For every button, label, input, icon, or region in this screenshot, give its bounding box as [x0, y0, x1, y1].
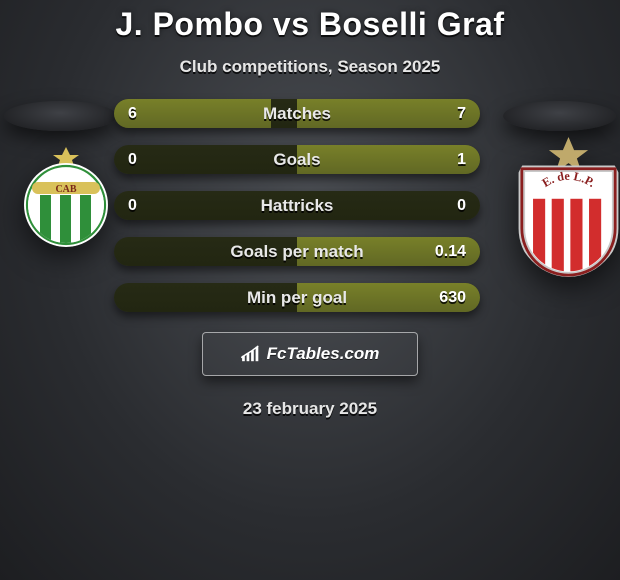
stat-value-right: 0.14	[435, 237, 466, 266]
club-a-letters: CAB	[55, 184, 76, 195]
stat-bar: Goals per match0.14	[114, 237, 480, 266]
brand-text: FcTables.com	[267, 344, 380, 364]
stat-value-right: 1	[457, 145, 466, 174]
stat-label: Goals per match	[114, 237, 480, 266]
stat-label: Hattricks	[114, 191, 480, 220]
stat-label: Min per goal	[114, 283, 480, 312]
stat-label: Matches	[114, 99, 480, 128]
club-a-crest-icon: CAB	[16, 147, 116, 247]
vs-text: vs	[273, 6, 310, 43]
stat-bar: 0Goals1	[114, 145, 480, 174]
stat-value-right: 0	[457, 191, 466, 220]
stat-label: Goals	[114, 145, 480, 174]
brand-badge: FcTables.com	[202, 332, 418, 376]
stat-value-right: 630	[439, 283, 466, 312]
page-title: J. Pombo vs Boselli Graf	[0, 6, 620, 43]
player2-name: Boselli Graf	[319, 6, 505, 43]
stat-bar: 0Hattricks0	[114, 191, 480, 220]
bar-chart-icon	[241, 345, 263, 363]
right-platform	[503, 101, 616, 131]
player1-name: J. Pombo	[116, 6, 264, 43]
club-b-crest-icon: E. de L.P.	[511, 137, 620, 277]
stat-bar: Min per goal630	[114, 283, 480, 312]
subtitle: Club competitions, Season 2025	[0, 57, 620, 77]
comparison-stage: CAB E. de L.P.	[0, 77, 620, 437]
stat-bar: 6Matches7	[114, 99, 480, 128]
date-text: 23 february 2025	[0, 399, 620, 419]
stats-bars: 6Matches70Goals10Hattricks0Goals per mat…	[114, 99, 480, 312]
stat-value-right: 7	[457, 99, 466, 128]
left-platform	[4, 101, 117, 131]
